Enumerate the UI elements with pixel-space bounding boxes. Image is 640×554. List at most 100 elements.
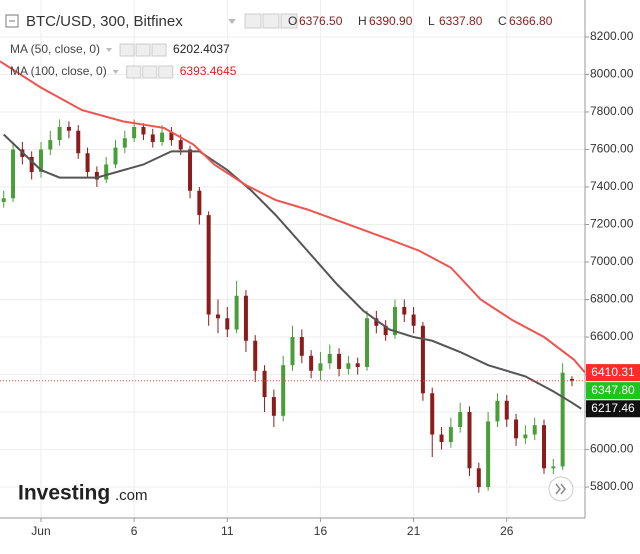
candle-body [206, 215, 211, 315]
ma-line [0, 60, 586, 374]
candle-body [532, 425, 537, 435]
candle-body [309, 355, 314, 371]
candle-body [150, 134, 155, 142]
candle-body [523, 434, 528, 439]
candle-body [29, 156, 34, 172]
candle-body [467, 412, 472, 469]
legend-caret [112, 70, 119, 74]
legend-icon [135, 43, 151, 57]
candle-body [169, 132, 174, 141]
legend-label: MA (50, close, 0) [10, 42, 100, 56]
candle-body [365, 318, 370, 368]
candle-body [104, 164, 109, 180]
y-tick-label: 5800.00 [590, 479, 634, 493]
candle-body [48, 140, 53, 150]
grid [0, 0, 585, 518]
x-tick-label: Jun [31, 524, 50, 538]
candle-body [122, 138, 127, 148]
candle-body [271, 397, 276, 416]
x-tick-label: 11 [221, 524, 234, 538]
scroll-button[interactable] [548, 476, 574, 502]
candle-body [458, 412, 463, 428]
candle-body [38, 149, 43, 172]
legend-icon [119, 43, 135, 57]
legend-icon [158, 65, 174, 79]
candle-body [113, 147, 118, 165]
y-tick-label: 8200.00 [590, 29, 634, 43]
candle-body [132, 126, 137, 139]
chart-title: BTC/USD, 300, Bitfinex [26, 13, 183, 30]
header-icons [244, 13, 298, 29]
candle-body [85, 153, 90, 172]
candle-body [439, 434, 444, 443]
y-tick-label: 7400.00 [590, 179, 634, 193]
y-tick-label: 7600.00 [590, 142, 634, 156]
candle-body [411, 314, 416, 326]
legend-caret [106, 48, 113, 52]
ma-line [3, 133, 582, 410]
y-tick-label: 7200.00 [590, 217, 634, 231]
y-tick-label: 6000.00 [590, 442, 634, 456]
candle-body [569, 378, 574, 381]
y-tick-label: 7000.00 [590, 254, 634, 268]
settings-icon[interactable] [262, 13, 280, 29]
ohlc-key: H [358, 14, 367, 28]
dropdown-caret[interactable] [228, 19, 236, 24]
x-tick-label: 6 [131, 524, 138, 538]
candle-body [374, 318, 379, 326]
candle-body [318, 363, 323, 371]
collapse-icon[interactable] [5, 14, 19, 28]
candle-body [57, 126, 62, 141]
candle-body [383, 325, 388, 336]
watermark-domain: .com [115, 487, 148, 504]
candle-body [542, 425, 547, 469]
candle-body [215, 314, 220, 319]
ohlc-value: 6390.90 [369, 14, 413, 28]
candle-body [495, 400, 500, 422]
y-tick-label: 8000.00 [590, 67, 634, 81]
candle-body [504, 400, 509, 420]
watermark-brand: Investing [18, 482, 110, 505]
ohlc-value: 6337.80 [439, 14, 483, 28]
candle-body [188, 149, 193, 191]
price-tag [586, 400, 640, 418]
candle-body [355, 363, 360, 368]
candle-body [1, 198, 6, 202]
candle-body [160, 132, 165, 142]
candle-body [225, 318, 230, 330]
price-tag [586, 364, 640, 382]
y-tick-label: 6600.00 [590, 329, 634, 343]
x-tick-label: 16 [314, 524, 328, 538]
legend-icon [142, 65, 158, 79]
candle-body [11, 149, 16, 199]
legend-icon [126, 65, 142, 79]
candle-body [402, 307, 407, 315]
eye-icon[interactable] [244, 13, 262, 29]
axes: 5800.006000.006200.006400.006600.006800.… [31, 29, 640, 538]
ohlc-key: O [288, 14, 297, 28]
ohlc-value: 6366.80 [509, 14, 553, 28]
x-tick-label: 21 [407, 524, 421, 538]
legend-icon [151, 43, 167, 57]
candle-body [486, 421, 491, 488]
ohlc-key: C [498, 14, 507, 28]
candle-body [243, 295, 248, 341]
candle-body [560, 372, 565, 467]
candle-body [476, 468, 481, 488]
legend-value: 6202.4037 [173, 42, 230, 56]
candle-body [430, 393, 435, 435]
candle-body [197, 190, 202, 216]
scroll-icon [555, 483, 566, 495]
candle-body [337, 353, 342, 369]
price-tag-label: 6347.80 [591, 383, 635, 397]
close-icon[interactable] [280, 13, 298, 29]
price-tag-label: 6217.46 [591, 401, 635, 415]
candle-body [178, 140, 183, 150]
price-tag-label: 6410.31 [591, 365, 635, 379]
candle-body [234, 295, 239, 330]
candle-body [66, 126, 71, 131]
candle-body [141, 126, 146, 135]
candle-body [253, 340, 258, 371]
